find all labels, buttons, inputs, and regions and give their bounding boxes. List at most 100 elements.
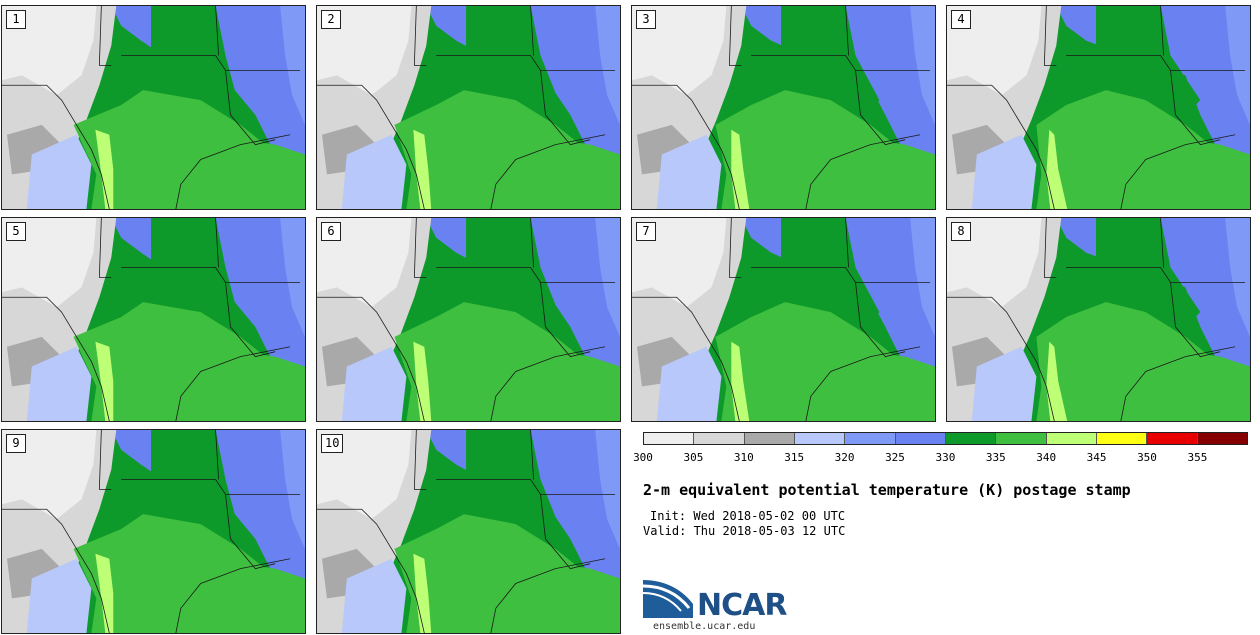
tick-label: 340: [1036, 451, 1057, 464]
boundary-line: [805, 134, 921, 209]
boundary-line: [225, 70, 276, 146]
map-region: [95, 553, 114, 633]
theta-e-field-map: [2, 430, 305, 633]
boundary-line: [530, 430, 534, 480]
map-region: [160, 139, 305, 209]
boundary-line: [1043, 6, 1057, 66]
boundary-line: [1120, 346, 1236, 421]
boundary-line: [845, 218, 849, 268]
boundary-line: [175, 346, 291, 421]
member-number-label: 8: [951, 222, 971, 241]
boundary-line: [215, 6, 219, 56]
tick-label: 330: [935, 451, 956, 464]
boundary-line: [1160, 218, 1164, 268]
map-region: [151, 6, 238, 125]
boundary-line: [632, 296, 740, 421]
tick-label: 315: [784, 451, 805, 464]
boundary-line: [855, 282, 906, 358]
boundary-line: [2, 508, 110, 633]
map-region: [426, 430, 620, 633]
member-number-label: 9: [6, 434, 26, 453]
color-swatch: [1095, 433, 1147, 444]
boundary-line: [845, 6, 849, 56]
boundary-line: [530, 6, 534, 56]
color-swatch: [644, 433, 694, 444]
tick-label: 300: [633, 451, 653, 464]
boundary-line: [1066, 267, 1246, 283]
color-swatch: [693, 433, 744, 444]
map-region: [475, 139, 620, 209]
map-region: [341, 134, 407, 209]
boundary-line: [121, 55, 301, 71]
boundary-line: [175, 134, 291, 209]
member-number-label: 4: [951, 10, 971, 29]
map-region: [280, 218, 305, 337]
map-region: [1225, 6, 1250, 125]
map-region: [731, 341, 750, 421]
map-region: [1105, 351, 1250, 421]
tick-label: 325: [885, 451, 905, 464]
boundary-line: [1170, 282, 1221, 358]
theta-e-field-map: [317, 430, 620, 633]
tick-label: 345: [1086, 451, 1107, 464]
ensemble-member-map-2: 2: [316, 5, 621, 210]
member-number-label: 5: [6, 222, 26, 241]
map-region: [731, 129, 750, 209]
boundary-line: [1066, 55, 1246, 71]
map-region: [1105, 139, 1250, 209]
map-region: [280, 6, 305, 125]
map-region: [475, 563, 620, 633]
map-region: [656, 346, 722, 421]
ensemble-member-map-10: 10: [316, 429, 621, 634]
map-region: [1225, 218, 1250, 337]
ensemble-member-map-5: 5: [1, 217, 306, 422]
color-swatch: [995, 433, 1046, 444]
member-number-label: 3: [636, 10, 656, 29]
boundary-line: [413, 218, 427, 278]
color-swatch: [844, 433, 895, 444]
init-time: Init: Wed 2018-05-02 00 UTC: [650, 509, 846, 523]
map-region: [1046, 341, 1068, 421]
map-region: [111, 6, 305, 209]
map-region: [790, 139, 935, 209]
map-region: [781, 6, 880, 125]
color-swatch: [944, 433, 996, 444]
theta-e-field-map: [947, 218, 1250, 421]
tick-label: 355: [1187, 451, 1208, 464]
boundary-line: [947, 84, 1055, 209]
map-region: [595, 430, 620, 549]
color-swatch: [1146, 433, 1197, 444]
ensemble-member-map-7: 7: [631, 217, 936, 422]
boundary-line: [225, 282, 276, 358]
map-region: [1046, 129, 1068, 209]
boundary-line: [98, 6, 112, 66]
boundary-line: [98, 430, 112, 490]
boundary-line: [1120, 134, 1236, 209]
map-region: [341, 558, 407, 633]
color-swatch: [1045, 433, 1096, 444]
ensemble-member-map-1: 1: [1, 5, 306, 210]
tick-label: 305: [683, 451, 704, 464]
map-region: [1056, 218, 1250, 421]
map-region: [160, 351, 305, 421]
boundary-line: [436, 55, 616, 71]
valid-time: Valid: Thu 2018-05-03 12 UTC: [643, 524, 846, 538]
boundary-line: [121, 267, 301, 283]
tick-label: 320: [834, 451, 855, 464]
map-region: [466, 6, 559, 125]
boundary-line: [540, 70, 591, 146]
map-region: [741, 218, 935, 421]
product-title: 2-m equivalent potential temperature (K)…: [643, 481, 1131, 499]
tick-label: 335: [985, 451, 1006, 464]
map-region: [971, 134, 1037, 209]
theta-e-field-map: [2, 6, 305, 209]
map-region: [971, 346, 1037, 421]
boundary-line: [225, 494, 276, 570]
map-region: [111, 430, 305, 633]
map-region: [426, 6, 620, 209]
member-number-label: 10: [321, 434, 344, 453]
map-region: [111, 218, 305, 421]
map-region: [160, 563, 305, 633]
map-region: [466, 430, 559, 549]
ensemble-member-map-3: 3: [631, 5, 936, 210]
